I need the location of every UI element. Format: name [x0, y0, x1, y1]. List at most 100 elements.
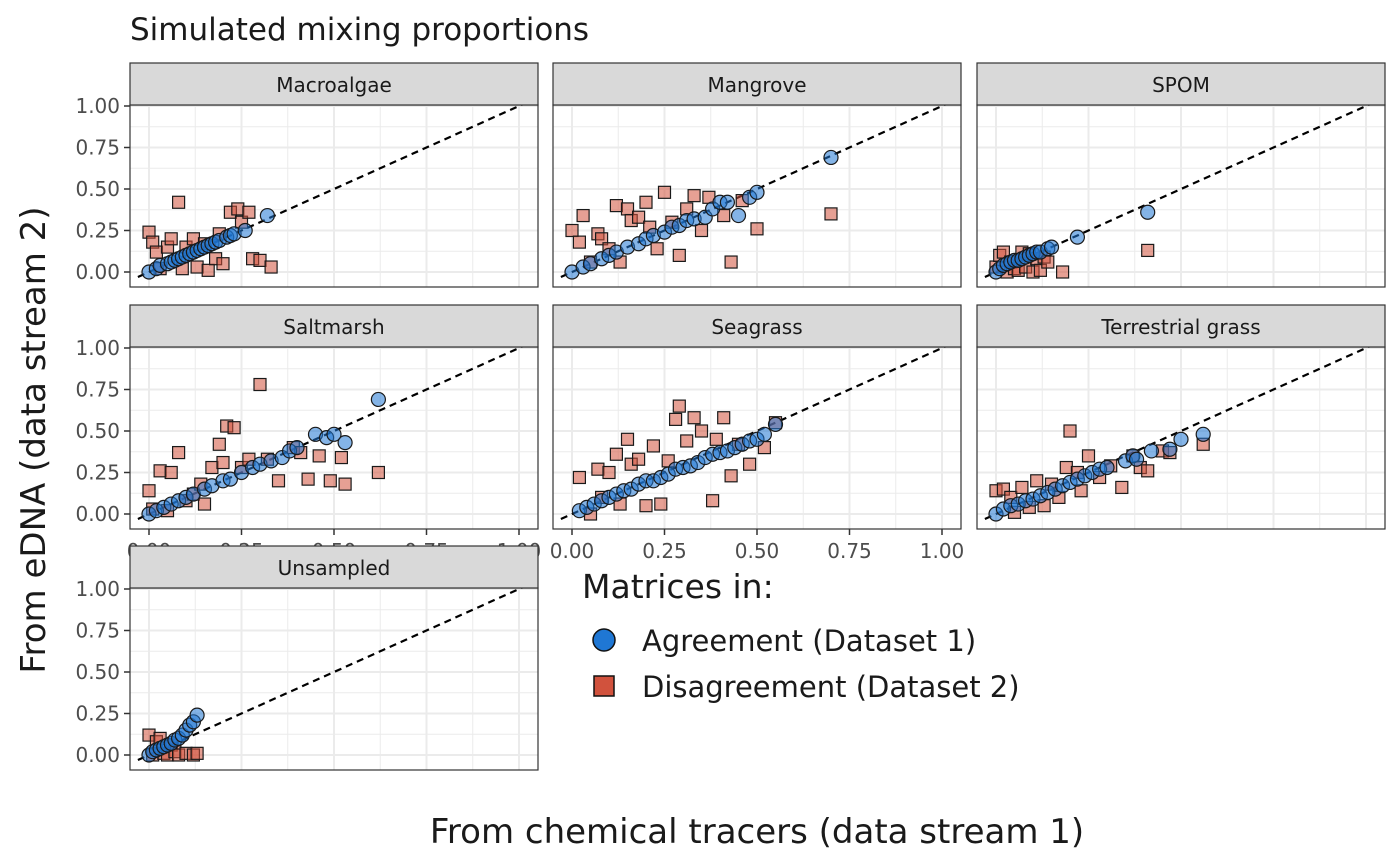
facet-mangrove: Mangrove [552, 62, 962, 288]
y-tick-label: 0.00 [75, 260, 120, 284]
point-disagreement [594, 232, 609, 246]
point-agreement [1140, 204, 1156, 220]
point-disagreement [201, 263, 215, 277]
point-agreement [326, 426, 342, 442]
y-tick-label: 1.00 [75, 94, 120, 118]
point-agreement [767, 416, 784, 432]
point-disagreement [687, 411, 701, 425]
point-disagreement [654, 497, 668, 511]
point-agreement [222, 471, 238, 487]
facet-strip [976, 304, 1386, 348]
point-disagreement [609, 447, 624, 461]
facet-label: Mangrove [707, 73, 806, 97]
point-disagreement [620, 432, 635, 446]
facet-label: Seagrass [711, 315, 802, 339]
point-disagreement [264, 260, 278, 274]
point-disagreement [149, 245, 163, 259]
point-agreement [237, 222, 253, 239]
point-disagreement [602, 465, 616, 480]
y-axis: 0.00 0.25 0.50 0.75 1.00 [75, 577, 130, 767]
y-tick-label: 0.50 [75, 419, 120, 443]
x-tick-label: 1.00 [920, 539, 965, 563]
point-disagreement [724, 255, 738, 269]
point-disagreement [1115, 480, 1129, 495]
y-tick-label: 0.25 [75, 461, 120, 485]
y-tick-label: 0.25 [75, 219, 120, 243]
point-agreement [1143, 443, 1160, 459]
point-agreement [719, 194, 736, 210]
point-disagreement [205, 460, 219, 475]
facet-strip [552, 304, 962, 348]
points [988, 424, 1211, 522]
points [564, 149, 839, 280]
x-axis: 0.00 0.25 0.50 0.75 1.00 [550, 529, 965, 563]
y-axis: 0.00 0.25 0.50 0.75 1.00 [75, 94, 130, 284]
points [141, 195, 278, 280]
point-disagreement [301, 472, 315, 486]
point-disagreement [609, 199, 624, 213]
facet-label: Unsampled [278, 556, 391, 580]
point-disagreement [631, 210, 646, 224]
point-agreement [730, 207, 747, 224]
facet-strip [129, 545, 539, 589]
point-disagreement [705, 494, 720, 508]
point-disagreement [334, 450, 348, 465]
facet-label: Terrestrial grass [1100, 315, 1260, 339]
point-disagreement [631, 452, 646, 466]
point-disagreement [1141, 464, 1155, 478]
point-disagreement [717, 208, 731, 223]
point-agreement [289, 440, 305, 456]
legend-label-disagreement: Disagreement (Dataset 2) [642, 670, 1020, 704]
point-agreement [337, 435, 353, 451]
y-tick-label: 0.25 [75, 702, 120, 726]
point-disagreement [750, 222, 764, 236]
point-disagreement [172, 445, 186, 460]
y-tick-label: 0.00 [75, 502, 120, 526]
facet-terrestrial-grass: Terrestrial grass [976, 304, 1386, 530]
legend-key-disagreement [593, 675, 615, 697]
point-disagreement [153, 464, 167, 478]
facet-seagrass: Seagrass 0.00 0.25 0.50 0.75 1.00 [550, 304, 965, 563]
point-disagreement [1059, 460, 1073, 475]
point-disagreement [650, 242, 664, 256]
point-disagreement [672, 248, 686, 262]
point-disagreement [672, 399, 686, 413]
point-agreement [1043, 239, 1060, 255]
point-disagreement [197, 497, 212, 511]
point-disagreement [1055, 265, 1070, 279]
gridlines [130, 347, 538, 529]
point-disagreement [591, 462, 605, 476]
facet-saltmarsh: Saltmarsh 0.00 0.25 0.50 0.75 1.000.00 0.25 0.5… [75, 304, 541, 563]
chart-title: Simulated mixing proportions [130, 12, 589, 48]
point-disagreement [668, 412, 683, 426]
legend-label-agreement: Agreement (Dataset 1) [642, 624, 976, 658]
point-agreement [823, 149, 839, 166]
points [571, 399, 784, 521]
point-agreement [370, 391, 386, 408]
point-disagreement [172, 195, 186, 209]
facet-strip [552, 62, 962, 106]
point-disagreement [142, 484, 156, 498]
y-axis-title: From eDNA (data stream 2) [14, 206, 54, 673]
y-tick-label: 0.75 [75, 136, 120, 160]
point-disagreement [253, 377, 267, 392]
point-disagreement [742, 457, 757, 471]
points [988, 204, 1156, 280]
facet-unsampled: Unsampled 0.00 0.25 0.50 0.75 1.00 [75, 545, 539, 771]
point-disagreement [680, 434, 694, 448]
point-disagreement [164, 465, 178, 480]
point-disagreement [1141, 243, 1155, 258]
y-axis: 0.00 0.25 0.50 0.75 1.00 [75, 336, 130, 526]
legend-key-agreement [592, 628, 616, 652]
point-agreement [756, 426, 773, 442]
point-disagreement [164, 232, 178, 246]
legend: Matrices in: Agreement (Dataset 1) Disag… [582, 567, 1020, 704]
reference-line [137, 579, 539, 761]
point-disagreement [253, 253, 267, 267]
point-disagreement [371, 465, 385, 480]
point-disagreement [231, 202, 245, 216]
point-disagreement [1081, 449, 1096, 463]
point-disagreement [1015, 480, 1029, 495]
facet-label: SPOM [1152, 73, 1210, 97]
point-disagreement [687, 189, 701, 203]
